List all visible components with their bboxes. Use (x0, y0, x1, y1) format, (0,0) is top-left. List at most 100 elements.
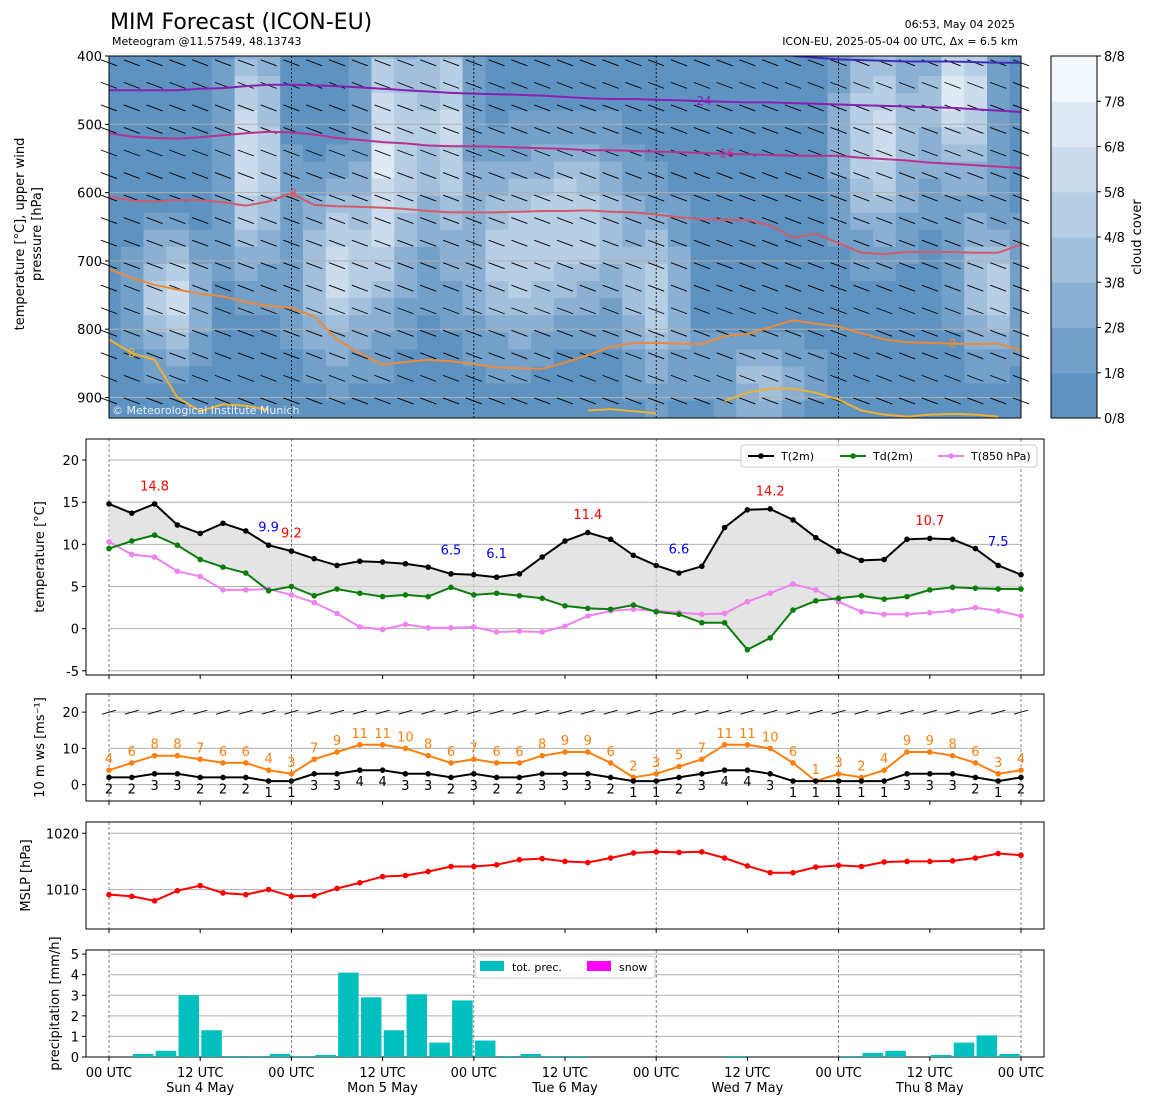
isotherm-line (109, 338, 269, 413)
mean-wind-point (197, 774, 203, 781)
mean-wind-point (949, 770, 956, 777)
wind-barb (990, 127, 1007, 134)
wind-barb (237, 397, 254, 405)
wind-barb (670, 284, 688, 292)
wind-barb (397, 104, 414, 112)
wind-barb (192, 284, 209, 292)
wind-barb (283, 307, 300, 315)
t850-point (813, 587, 819, 593)
precip-bar (452, 1000, 473, 1057)
gust-point (539, 752, 545, 759)
wind-barb (351, 262, 368, 270)
cloud-cell (109, 400, 122, 418)
wind-barb (374, 104, 391, 112)
gust-point (995, 770, 1001, 777)
gust-point (471, 756, 477, 763)
wind-barb (602, 262, 619, 270)
gust-label: 4 (105, 752, 113, 767)
wind-barb (830, 307, 847, 315)
wind-barb (693, 329, 710, 337)
mslp-point (334, 885, 340, 892)
precip-bar (497, 1055, 519, 1057)
wind-barb (534, 172, 551, 179)
wind-barb (488, 217, 505, 225)
wind-barb (123, 329, 140, 337)
wind-barb (898, 329, 916, 337)
mslp-point (835, 862, 842, 869)
surface-wind-barb (922, 709, 937, 715)
t850-point (858, 608, 865, 615)
wind-barb (898, 262, 916, 270)
wind-barb (192, 352, 209, 360)
day-label: Sun 4 May (166, 1081, 234, 1096)
wind-barb (602, 397, 619, 405)
t2m-point (243, 528, 249, 534)
wind-barb (625, 307, 642, 315)
wind-barb (306, 329, 323, 337)
mean-wind-label: 3 (424, 779, 432, 794)
wind-barb (625, 127, 642, 134)
colorbar-swatch (1051, 282, 1097, 328)
wind-barb (579, 284, 596, 292)
isotherm-line (109, 268, 1021, 370)
mean-wind-label: 1 (287, 786, 295, 801)
mean-wind-label: 2 (492, 782, 500, 797)
wind-barb (693, 352, 710, 360)
wind-barb (283, 284, 300, 292)
wind-barb (944, 397, 961, 405)
gust-label: 9 (561, 734, 569, 749)
wind-barb (990, 149, 1007, 157)
extreme-label: 11.4 (573, 508, 602, 523)
td2m-point (311, 592, 318, 599)
wind-barb (237, 217, 254, 225)
wind-barb (123, 104, 140, 112)
wind-barb (556, 127, 574, 134)
t850-point (767, 590, 773, 597)
wind-barb (420, 149, 437, 157)
wind-barb (670, 374, 688, 382)
wind-barb (990, 81, 1007, 89)
mslp-point (972, 855, 979, 861)
mslp-point (197, 882, 203, 889)
surface-wind-barb (671, 709, 687, 715)
wind-barb (169, 329, 186, 337)
gust-point (174, 752, 181, 759)
mean-wind-point (311, 770, 318, 777)
gust-label: 11 (352, 727, 369, 742)
td2m-point (220, 564, 226, 570)
td2m-point (516, 592, 523, 599)
colorbar-tick-label: 4/8 (1104, 231, 1125, 246)
wind-barb (579, 81, 596, 89)
wind-barb (397, 284, 414, 292)
panel-frame (85, 821, 1045, 930)
mean-wind-label: 1 (629, 786, 637, 801)
wind-barb (625, 352, 642, 360)
wind-barb (123, 217, 140, 225)
wind-barb (442, 194, 460, 202)
cloud-cell (1009, 59, 1021, 88)
cloud-cell (1009, 212, 1021, 241)
t2m-point (151, 501, 158, 507)
wind-barb (260, 329, 277, 337)
surface-wind-barb (398, 709, 413, 715)
wind-barb (237, 172, 254, 179)
wind-barb (169, 397, 186, 405)
wind-barb (511, 172, 528, 179)
td2m-point (767, 635, 773, 641)
td2m-point (334, 586, 340, 592)
wind-barb (442, 217, 460, 225)
wind-barb (898, 307, 916, 315)
td2m-point (288, 583, 295, 590)
wind-barb (306, 239, 323, 247)
wind-barb (465, 217, 482, 225)
wind-barb (488, 239, 505, 247)
time-tick-label: 12 UTC (724, 1066, 770, 1081)
wind-barb (214, 59, 232, 67)
wind-barb (465, 307, 482, 315)
wind-barb (260, 59, 277, 67)
mslp-point (630, 850, 637, 856)
surface-wind-barb (808, 709, 823, 715)
gust-label: 7 (470, 741, 478, 756)
gust-label: 8 (948, 738, 956, 753)
mean-wind-point (129, 774, 135, 781)
